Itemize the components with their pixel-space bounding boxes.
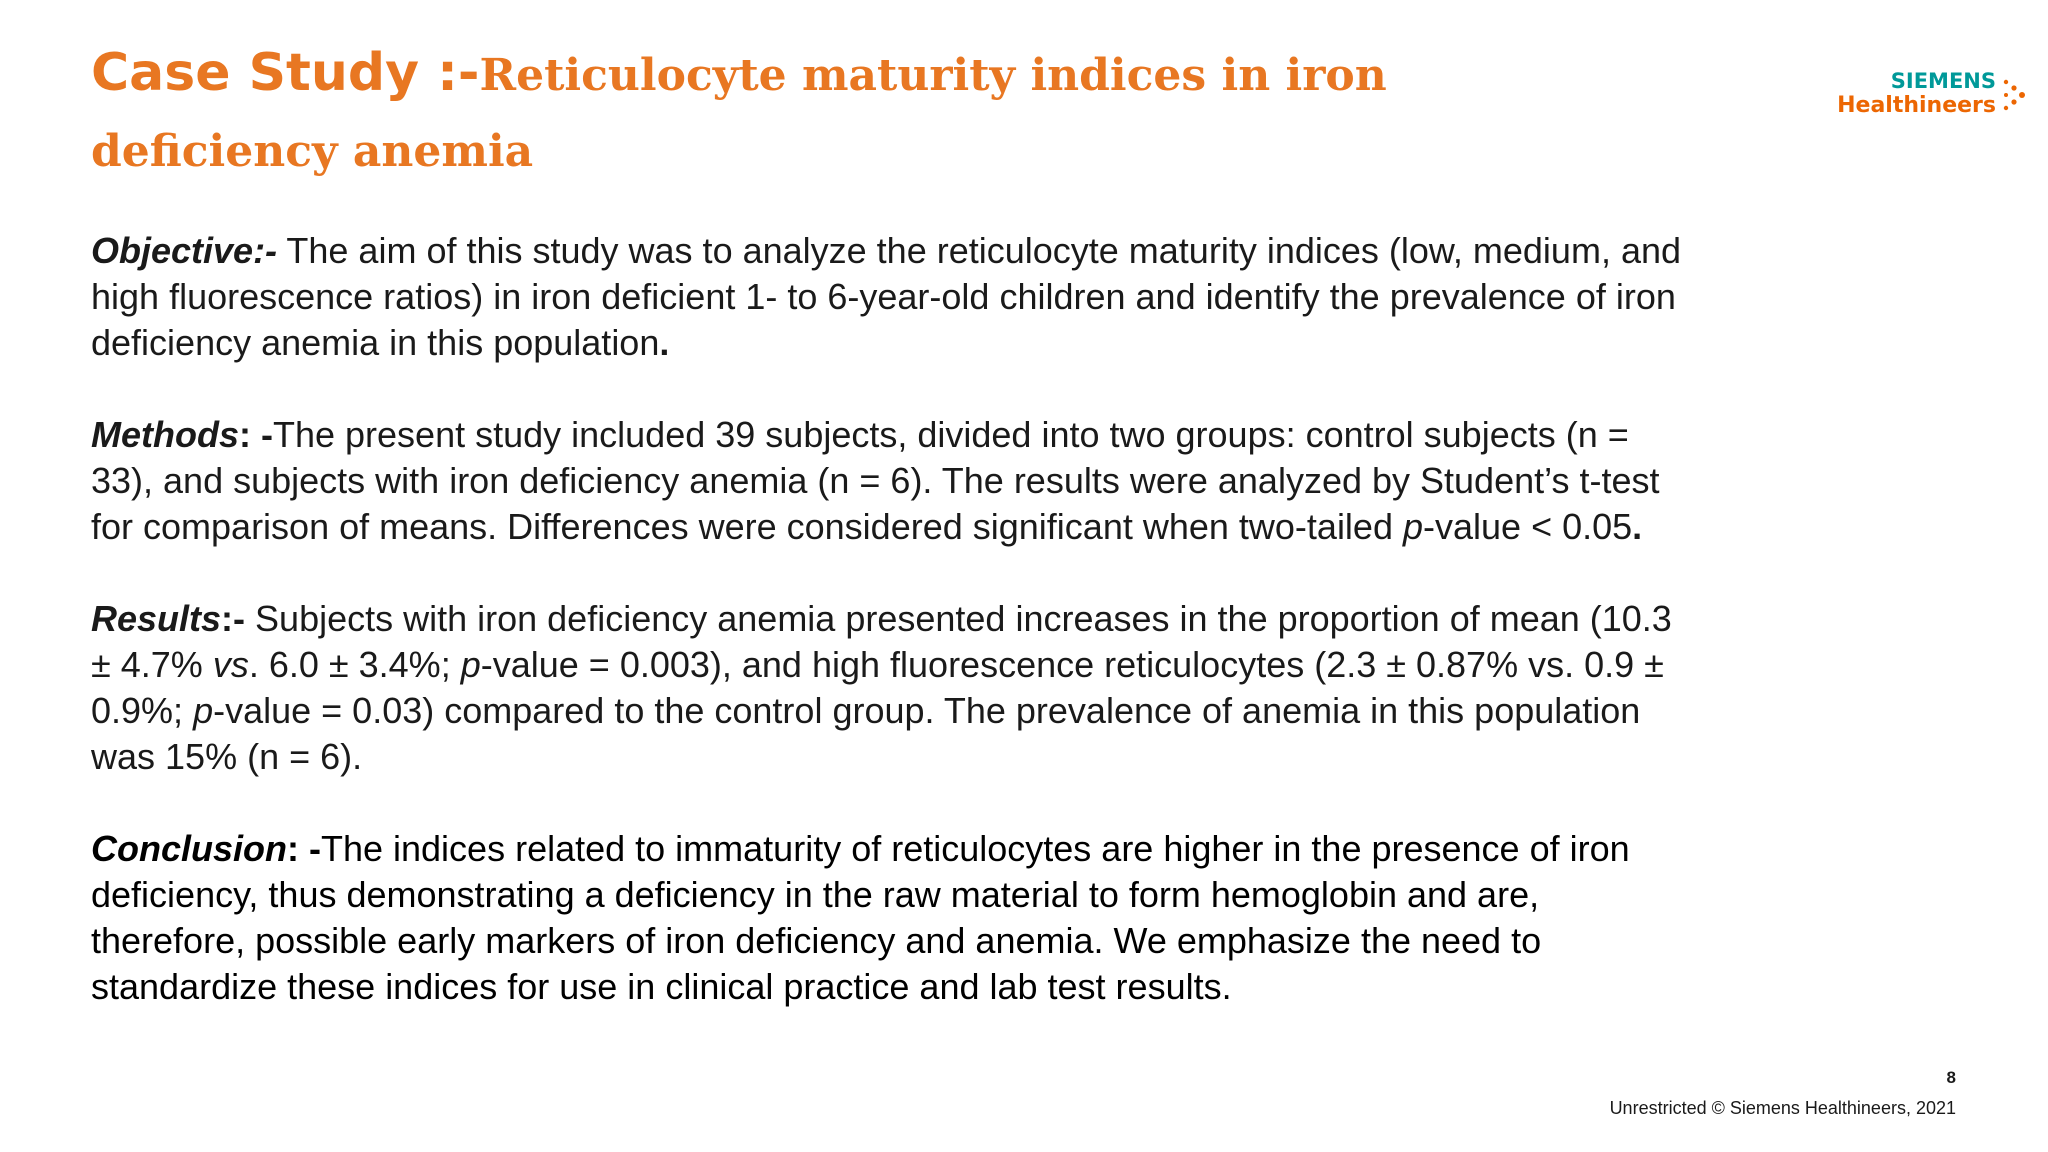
title-text: Reticulocyte maturity indices in iron de… (91, 50, 1387, 177)
slide-title: Case Study :-Reticulocyte maturity indic… (91, 40, 1571, 195)
text: The indices related to immaturity of ret… (91, 828, 1630, 1007)
section-label: Conclusion (91, 828, 287, 869)
text: . (1632, 506, 1643, 547)
title-prefix: Case Study :- (91, 43, 480, 103)
results: Results:- Subjects with iron deficiency … (91, 596, 1691, 780)
text: p (193, 690, 214, 731)
copyright: Unrestricted © Siemens Healthineers, 202… (1609, 1098, 1956, 1118)
slide-body: Objective:- The aim of this study was to… (91, 228, 1691, 1056)
text: . 6.0 ± 3.4%; (248, 644, 461, 685)
section-label: Methods (91, 414, 239, 455)
objective: Objective:- The aim of this study was to… (91, 228, 1691, 366)
logo-siemens: SIEMENS (1891, 69, 1996, 93)
text: p (460, 644, 481, 685)
section-label: Objective:- (91, 230, 278, 271)
text: . (659, 322, 670, 363)
text: The present study included 39 subjects, … (91, 414, 1660, 547)
logo-dots (2003, 79, 2025, 111)
text: vs (212, 644, 249, 685)
text: -value = 0.03) compared to the control g… (91, 690, 1641, 777)
logo: SIEMENS Healthineers (1837, 69, 2025, 118)
logo-healthineers: Healthineers (1837, 93, 1996, 118)
conclusion: Conclusion: -The indices related to imma… (91, 826, 1691, 1010)
methods: Methods: -The present study included 39 … (91, 412, 1691, 550)
page-number: 8 (1946, 1068, 1956, 1087)
separator: :- (221, 598, 246, 639)
text: -value = 0.003), and high fluorescence r… (91, 644, 1664, 731)
section-label: Results (91, 598, 222, 639)
text: -value < 0.05 (1423, 506, 1633, 547)
separator: : - (287, 828, 321, 869)
text: p (1402, 506, 1424, 547)
text: The aim of this study was to analyze the… (91, 230, 1682, 363)
separator: : - (239, 414, 273, 455)
text: Subjects with iron deficiency anemia pre… (91, 598, 1672, 685)
